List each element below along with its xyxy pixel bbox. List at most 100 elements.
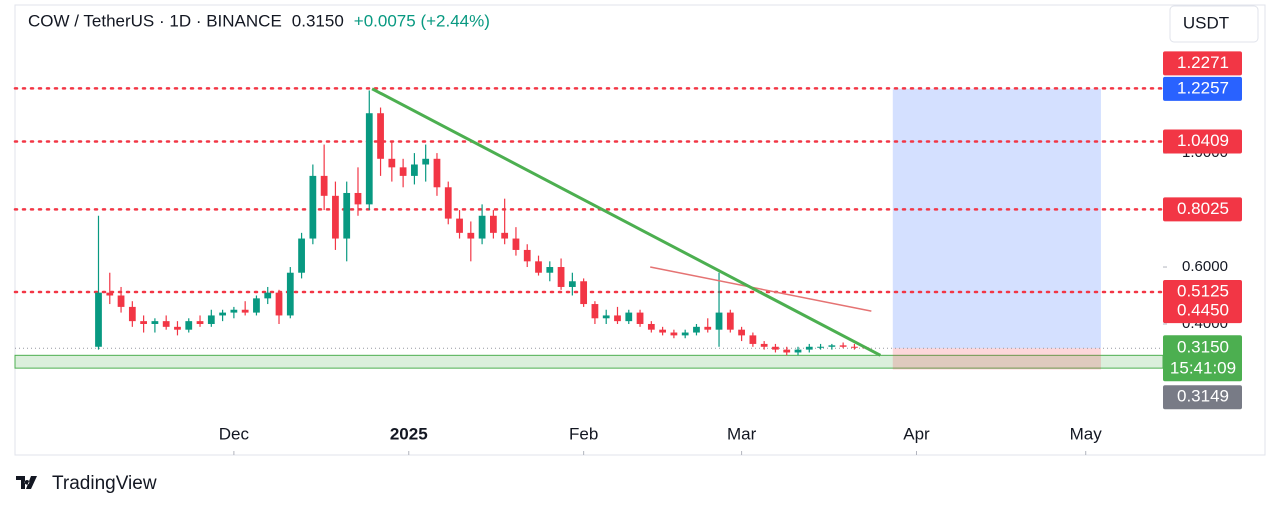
target-zone <box>892 88 1101 349</box>
candle-body <box>783 349 791 353</box>
candle-body <box>647 323 655 330</box>
price-label-text: 1.0409 <box>1177 131 1229 150</box>
candle-body <box>422 158 430 165</box>
candle-body <box>309 175 317 239</box>
candle-body <box>805 346 813 350</box>
countdown: 15:41:09 <box>1170 359 1236 378</box>
candle-body <box>726 312 734 330</box>
candle-body <box>693 326 700 333</box>
candle-body <box>343 192 351 239</box>
candle-body <box>715 312 723 330</box>
candle-body <box>275 292 283 316</box>
candle-body <box>241 309 249 313</box>
candle-body <box>625 312 633 322</box>
candle-body <box>377 113 384 159</box>
candle-body <box>557 267 565 287</box>
price-label-text: 0.4450 <box>1177 301 1229 320</box>
currency-button[interactable] <box>1169 5 1259 43</box>
candle-body <box>501 232 509 239</box>
candle-body <box>851 346 858 348</box>
candle-body <box>681 332 689 336</box>
candle-body <box>128 306 136 322</box>
candle-body <box>828 345 836 347</box>
candle-body <box>230 309 238 313</box>
candle-body <box>117 295 125 307</box>
price-label-text: 0.8025 <box>1177 199 1229 218</box>
candle-body <box>659 329 667 333</box>
candle-body <box>839 345 847 347</box>
candle-body <box>523 249 531 262</box>
candle-body <box>794 349 802 353</box>
plot-area: 0.40000.60001.0000Dec2025FebMarAprMay1.2… <box>13 51 1242 455</box>
chart-frame <box>14 4 1266 456</box>
candle-body <box>636 312 644 324</box>
candle-body <box>411 164 418 176</box>
price-label <box>1163 129 1242 154</box>
price-label-text: 0.5125 <box>1177 281 1229 300</box>
candle-body <box>580 281 588 305</box>
x-tick-label: Mar <box>727 424 757 443</box>
tradingview-logo <box>16 476 37 489</box>
price-label <box>1163 279 1242 304</box>
candle-body <box>286 272 294 316</box>
price-label <box>1163 385 1242 410</box>
price-change: +0.0075 (+2.44%) <box>354 11 490 30</box>
candle-body <box>444 187 452 219</box>
price-label <box>1163 335 1242 382</box>
candle-body <box>332 195 339 239</box>
candle-body <box>253 298 260 313</box>
price-label-text: 1.2271 <box>1177 53 1229 72</box>
candle-body <box>738 329 745 336</box>
candle-body <box>478 215 486 239</box>
candle-body <box>196 321 204 324</box>
candle-body <box>354 192 362 205</box>
candle-body <box>614 315 621 322</box>
trendline <box>371 87 882 357</box>
candle-body <box>185 321 193 330</box>
candle-body <box>749 335 757 344</box>
logo-mark <box>16 476 37 489</box>
candle-body <box>670 332 678 336</box>
candle-body <box>320 175 328 196</box>
price-label <box>1163 197 1242 222</box>
candle-body <box>140 321 148 324</box>
candle-body <box>207 315 215 324</box>
candle-body <box>174 326 181 330</box>
candle-body <box>546 267 554 273</box>
price-label <box>1163 51 1242 76</box>
candle-body <box>433 158 441 188</box>
candle-body <box>456 218 463 233</box>
candle-body <box>106 292 114 296</box>
price-label <box>1163 76 1242 101</box>
candle-body <box>704 326 712 330</box>
x-tick-label: May <box>1070 424 1103 443</box>
candle-body <box>512 238 520 250</box>
price-label-text: 0.3149 <box>1177 387 1229 406</box>
x-tick-label: Feb <box>569 424 598 443</box>
candle-body <box>535 261 542 273</box>
candle-body <box>467 232 475 239</box>
candle-body <box>388 158 396 168</box>
x-tick-label: 2025 <box>390 424 428 443</box>
x-tick-label: Apr <box>903 424 930 443</box>
candle-body <box>151 321 159 324</box>
ma-line <box>650 266 872 312</box>
candle-body <box>399 167 407 176</box>
x-tick-label: Dec <box>219 424 250 443</box>
symbol: COW / TetherUS · 1D · BINANCE <box>28 11 282 30</box>
currency[interactable]: USDT <box>1183 13 1229 32</box>
candle-body <box>365 113 373 205</box>
candle-body <box>298 238 305 273</box>
candle-body <box>95 292 102 347</box>
candle-body <box>568 281 576 287</box>
candle-body <box>817 346 824 348</box>
y-tick-label: 0.6000 <box>1182 258 1228 275</box>
brand: TradingView <box>52 473 157 494</box>
candle-body <box>162 321 170 327</box>
stop-zone <box>892 348 1101 370</box>
candle-body <box>219 312 226 316</box>
candle-body <box>264 292 272 299</box>
price-label-text: 1.2257 <box>1177 78 1229 97</box>
price-label <box>1163 299 1242 324</box>
